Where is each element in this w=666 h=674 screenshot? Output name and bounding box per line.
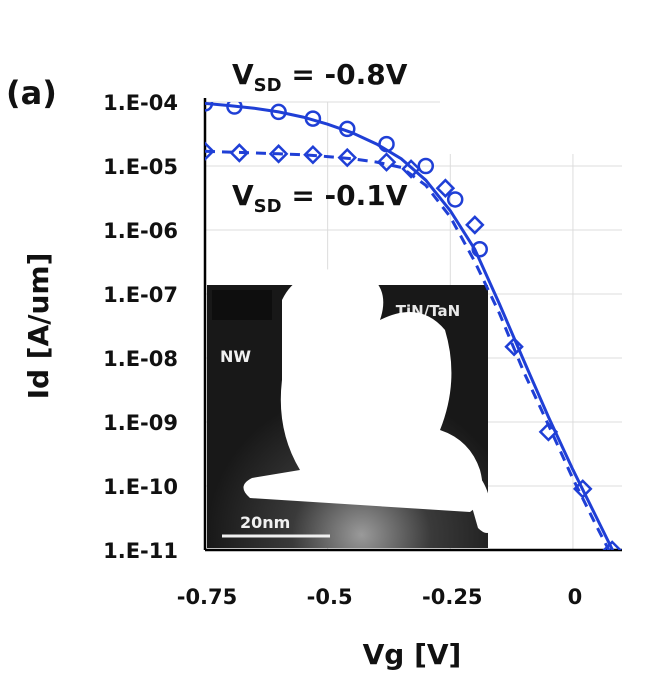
data-point (303, 144, 323, 165)
x-tick-label: -0.75 (177, 585, 238, 609)
data-point (572, 479, 593, 499)
series-line-1 (205, 102, 615, 550)
series-2 (205, 141, 622, 550)
y-tick-label: 1.E-06 (103, 219, 178, 243)
redaction-inset-edge (466, 470, 494, 533)
redaction-inset (243, 268, 483, 512)
x-tick-label: -0.5 (307, 585, 353, 609)
data-point (205, 102, 214, 112)
data-point (602, 540, 622, 550)
y-tick-label: 1.E-09 (103, 411, 178, 435)
y-tick-label: 1.E-11 (103, 539, 178, 563)
y-tick-label: 1.E-10 (103, 475, 178, 499)
data-point (378, 135, 395, 153)
data-point (417, 157, 435, 175)
series-1 (205, 102, 615, 550)
axes (203, 98, 622, 552)
inset-dark-patch (212, 290, 272, 320)
data-point (339, 120, 356, 138)
inset-label-nw: NW (220, 347, 251, 366)
y-axis-title: Id [A/um] (22, 253, 55, 400)
data-point (205, 141, 215, 162)
data-point (304, 110, 322, 127)
y-tick-label: 1.E-04 (103, 91, 178, 115)
series-line-2 (205, 149, 611, 550)
series-group (205, 102, 622, 550)
scale-bar-label: 20nm (240, 513, 290, 532)
redaction-top (440, 98, 626, 154)
data-point (270, 103, 287, 121)
data-point (435, 178, 456, 198)
redaction-marks (243, 98, 626, 533)
data-point (504, 336, 524, 357)
data-point (268, 144, 289, 164)
data-point (376, 152, 397, 172)
data-point (229, 143, 250, 163)
data-point (465, 215, 485, 235)
y-tick-label: 1.E-08 (103, 347, 178, 371)
x-tick-label: 0 (568, 585, 583, 609)
y-tick-label: 1.E-07 (103, 283, 178, 307)
x-tick-label: -0.25 (422, 585, 483, 609)
data-point (446, 191, 464, 208)
y-tick-label: 1.E-05 (103, 155, 178, 179)
data-point (337, 147, 358, 168)
data-point (471, 241, 488, 258)
data-point (538, 422, 559, 442)
series-label-vsd-01: VSD = -0.1V (232, 179, 408, 217)
data-point (401, 159, 421, 179)
data-point (226, 102, 243, 115)
panel-label: (a) (6, 74, 57, 112)
x-axis-title: Vg [V] (363, 638, 462, 670)
chart-labels: 1.E-11 1.E-10 1.E-09 1.E-08 1.E-07 1.E-06 1.E-… (6, 58, 583, 671)
series-label-vsd-08: VSD = -0.8V (232, 58, 408, 96)
